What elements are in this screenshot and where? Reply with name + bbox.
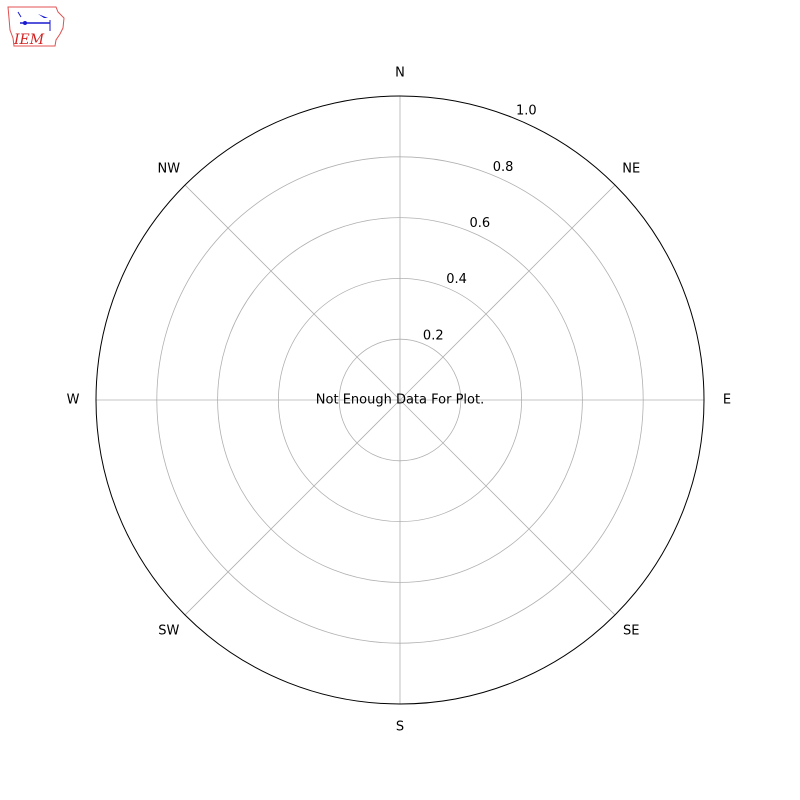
spoke-ne bbox=[399, 184, 616, 401]
r-grid-ring bbox=[338, 338, 462, 462]
theta-label: W bbox=[67, 393, 80, 408]
spoke-sw bbox=[184, 399, 401, 616]
theta-label: N bbox=[395, 66, 405, 81]
iem-logo: IEM bbox=[7, 6, 65, 48]
polar-grid bbox=[95, 95, 705, 705]
r-grid-ring bbox=[277, 277, 522, 522]
no-data-annotation: Not Enough Data For Plot. bbox=[316, 393, 484, 408]
theta-label: NW bbox=[157, 161, 180, 176]
r-tick-label: 0.4 bbox=[446, 272, 467, 287]
axis-labels: N NE E SE S SW W NW 0.2 0.4 0.6 0.8 1.0 bbox=[67, 66, 732, 735]
spoke-nw bbox=[184, 184, 401, 401]
r-tick-label: 0.8 bbox=[493, 160, 514, 175]
r-grid-ring bbox=[156, 156, 644, 644]
theta-label: S bbox=[396, 720, 404, 735]
r-tick-label: 0.6 bbox=[469, 216, 490, 231]
r-tick-label: 1.0 bbox=[516, 104, 537, 119]
theta-label: SW bbox=[158, 624, 179, 639]
r-grid-ring bbox=[217, 217, 583, 583]
r-tick-label: 0.2 bbox=[423, 328, 444, 343]
theta-label: NE bbox=[622, 161, 640, 176]
logo-text: IEM bbox=[13, 32, 45, 48]
spoke-se bbox=[399, 399, 616, 616]
theta-label: SE bbox=[623, 624, 639, 639]
polar-frame bbox=[95, 95, 705, 705]
theta-label: E bbox=[723, 393, 731, 408]
